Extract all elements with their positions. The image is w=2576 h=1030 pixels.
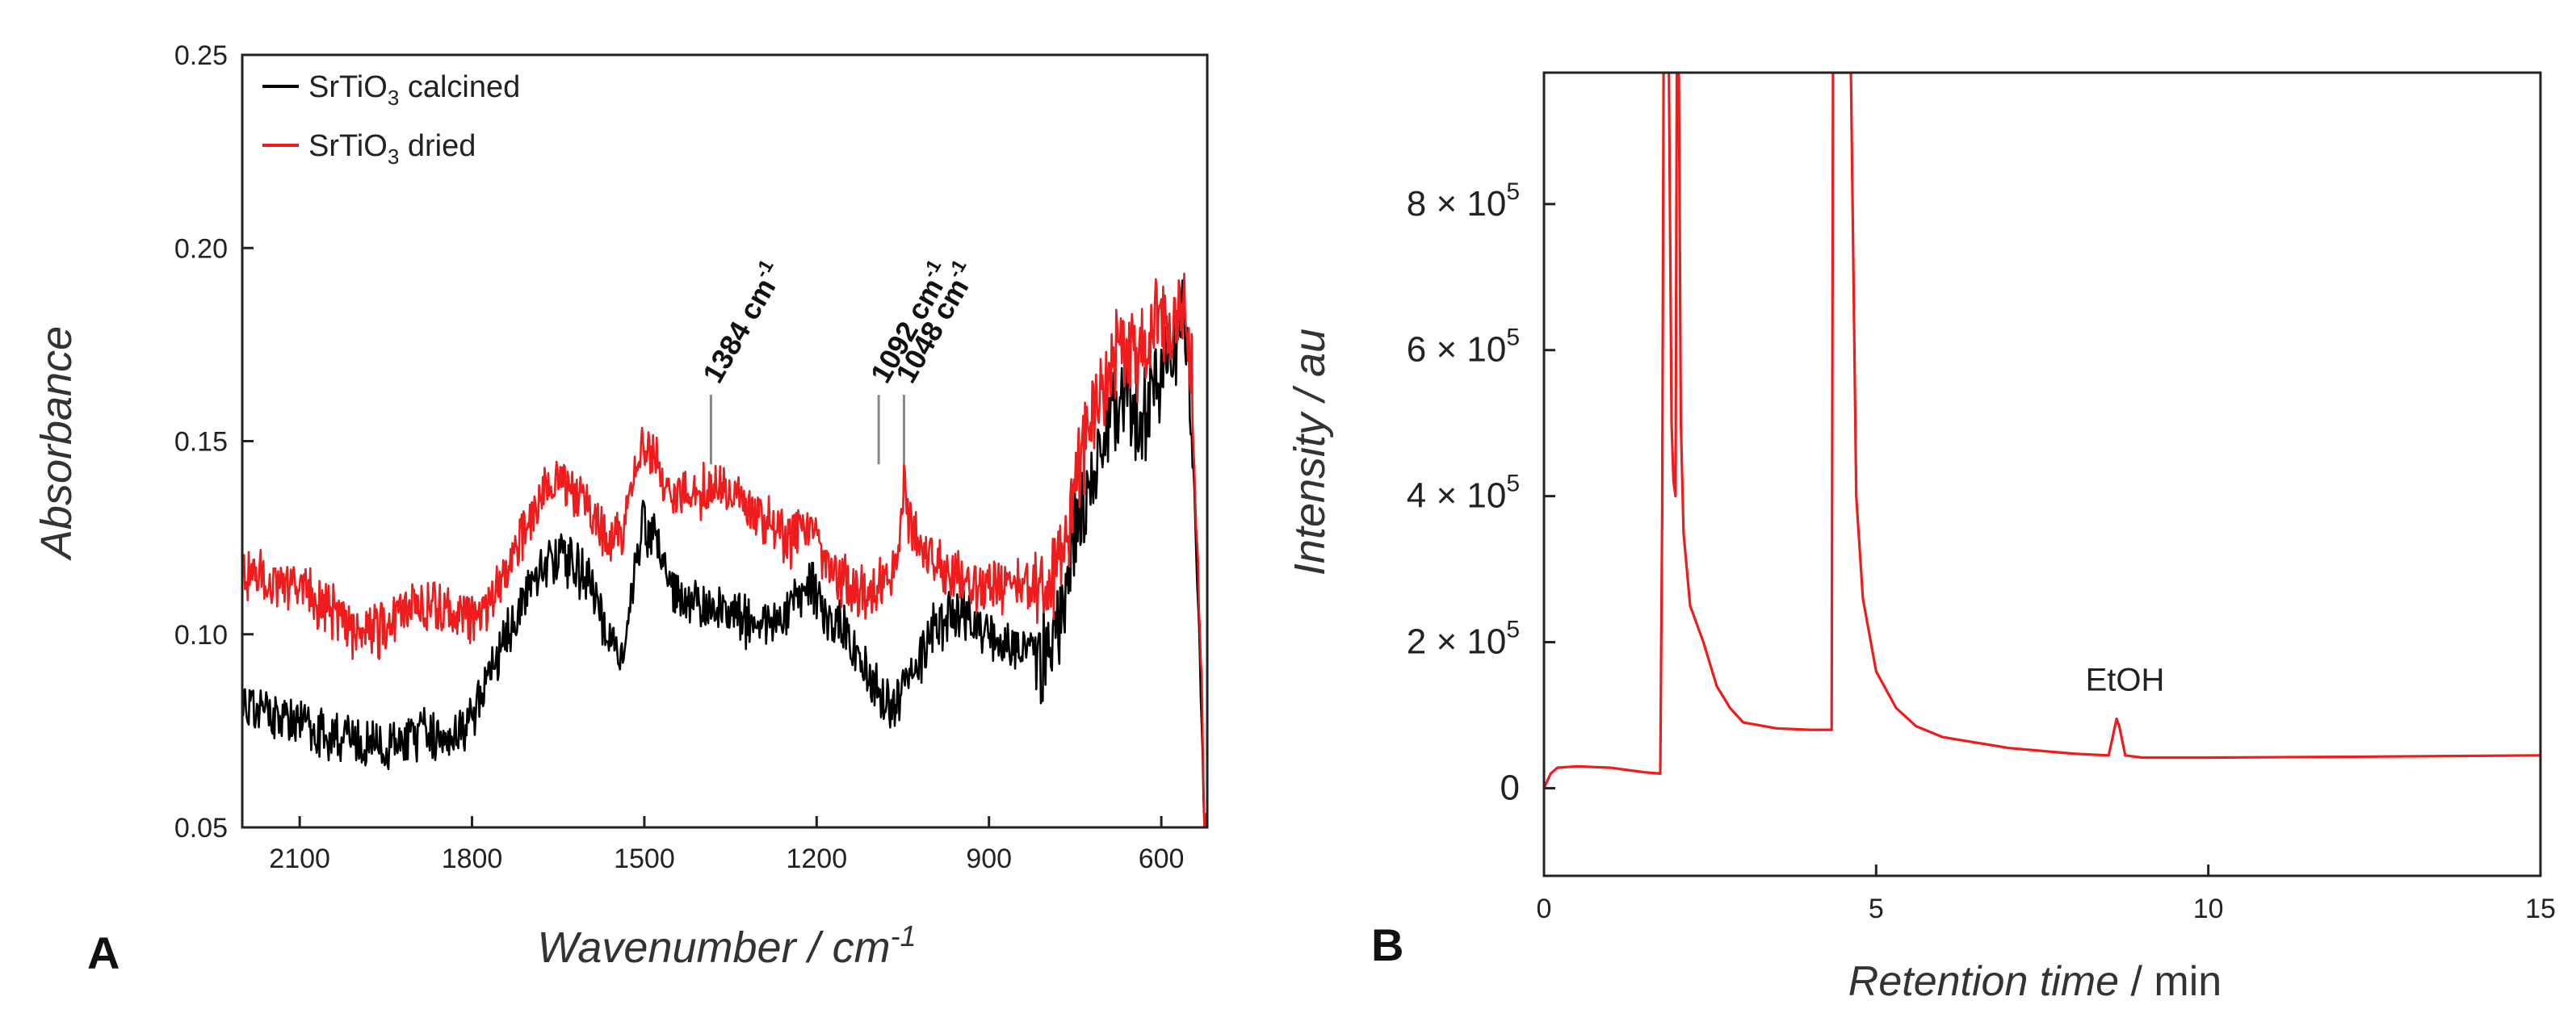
panel-b-x-tick-label: 10	[2193, 894, 2224, 924]
panel-a-plot-frame	[241, 53, 1209, 829]
panel-a-x-axis-label: Wavenumber / cm-1	[537, 919, 916, 972]
panel-a-x-tick-label: 2100	[269, 844, 330, 874]
panel-a-legend: SrTiO3 calcined SrTiO3 dried	[262, 70, 520, 169]
panel-a-series-calcined	[241, 279, 1209, 829]
panel-a-y-tick-label: 0.25	[174, 40, 228, 71]
legend-label-calcined: SrTiO3 calcined	[308, 70, 520, 110]
panel-b-y-axis-label: Intensity / au	[1286, 329, 1334, 576]
panel-b-y-tick-label: 2 × 105	[1407, 617, 1520, 662]
panel-b-plot-frame	[1542, 71, 2542, 877]
panel-a-y-tick-label: 0.10	[174, 620, 228, 651]
panel-b-x-tick-label: 0	[1537, 894, 1552, 924]
panel-b-y-tick-label: 4 × 105	[1407, 471, 1520, 516]
panel-b-letter: B	[1371, 919, 1403, 970]
panel-b-x-tick-label: 5	[1869, 894, 1884, 924]
panel-b-y-tick-label: 0	[1500, 768, 1520, 807]
panel-a: 2100 1800 1500 1200 900 600 0.05 0.10 0.15 0.20 0.…	[32, 40, 1209, 978]
panel-a-x-tick-label: 1800	[442, 844, 503, 874]
panel-b-x-axis-label: Retention time / min	[1848, 958, 2221, 1005]
panel-a-letter: A	[87, 927, 120, 978]
panel-b-series-chromatogram	[1544, 73, 2540, 789]
panel-a-y-tick-label: 0.20	[174, 233, 228, 264]
panel-a-y-tick-label: 0.05	[174, 813, 228, 844]
legend-label-dried: SrTiO3 dried	[308, 129, 476, 169]
panel-a-x-tick-label: 1200	[786, 844, 847, 874]
panel-a-x-tick-label: 900	[966, 844, 1012, 874]
panel-b-x-tick-label: 15	[2525, 894, 2556, 924]
panel-a-x-tick-label: 1500	[614, 844, 675, 874]
panel-b-y-tick-label: 6 × 105	[1407, 324, 1520, 370]
panel-a-y-tick-label: 0.15	[174, 427, 228, 458]
annotation-etoh: EtOH	[2086, 663, 2165, 698]
panel-b-y-tick-label: 8 × 105	[1407, 178, 1520, 224]
panel-a-x-tick-label: 600	[1139, 844, 1185, 874]
panel-a-series-dried	[241, 272, 1209, 829]
peak-label-1384: 1384 cm-1	[693, 256, 791, 388]
panel-b: 0 5 10 15 0 2 × 105 4 × 105 6 × 105 8 × 105 EtOH…	[1286, 71, 2556, 1005]
panel-a-y-axis-label: Absorbance	[32, 326, 81, 561]
